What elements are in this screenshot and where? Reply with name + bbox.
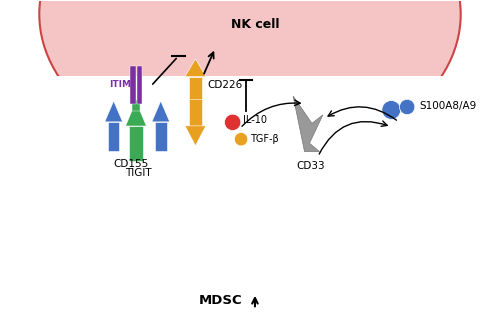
FancyBboxPatch shape xyxy=(188,77,202,101)
Circle shape xyxy=(400,99,415,115)
Polygon shape xyxy=(185,126,206,146)
Circle shape xyxy=(224,114,241,131)
Text: NK cell: NK cell xyxy=(230,18,279,31)
Polygon shape xyxy=(293,96,323,152)
FancyBboxPatch shape xyxy=(155,122,166,151)
Polygon shape xyxy=(104,101,122,122)
Polygon shape xyxy=(152,101,170,122)
Text: S100A8/A9: S100A8/A9 xyxy=(419,101,476,111)
Circle shape xyxy=(382,101,400,119)
FancyBboxPatch shape xyxy=(188,98,202,126)
Text: TIGIT: TIGIT xyxy=(125,168,152,178)
Text: CD226: CD226 xyxy=(208,80,243,90)
Polygon shape xyxy=(185,59,206,77)
Bar xyxy=(2,76,498,327)
FancyBboxPatch shape xyxy=(130,66,136,104)
Text: MDSC: MDSC xyxy=(198,294,242,307)
Ellipse shape xyxy=(40,0,461,163)
FancyBboxPatch shape xyxy=(108,122,120,151)
FancyBboxPatch shape xyxy=(132,100,140,111)
Circle shape xyxy=(234,133,248,146)
FancyBboxPatch shape xyxy=(129,126,142,160)
Polygon shape xyxy=(28,131,497,328)
Text: CD155: CD155 xyxy=(114,159,148,169)
Text: ITIM: ITIM xyxy=(108,80,130,89)
Text: TGF-β: TGF-β xyxy=(250,134,279,144)
Polygon shape xyxy=(126,101,146,126)
FancyBboxPatch shape xyxy=(136,66,142,104)
Text: CD33: CD33 xyxy=(296,160,326,171)
Text: IL-10: IL-10 xyxy=(242,115,266,125)
